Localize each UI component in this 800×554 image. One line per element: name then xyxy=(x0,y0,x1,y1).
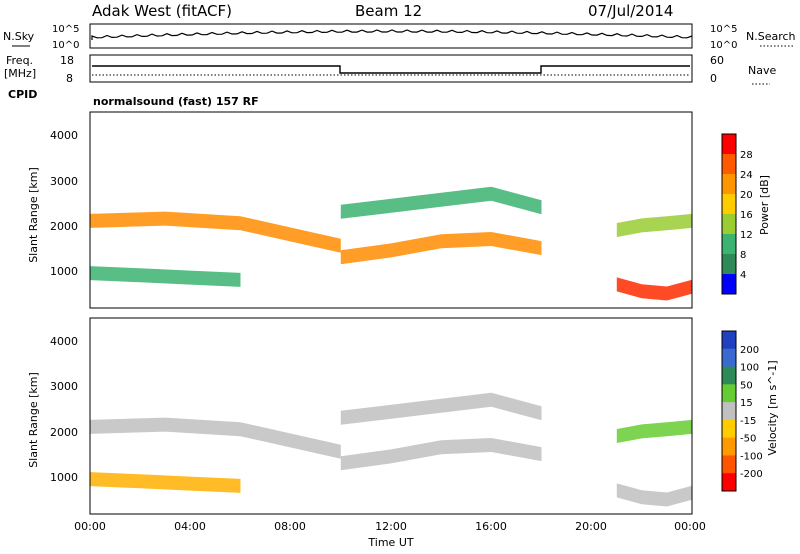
velocity-colorbar-tick: 15 xyxy=(740,398,753,409)
noise-panel: N.Sky 10^5 10^0 10^5 10^0 N.Search xyxy=(3,23,796,51)
power-band xyxy=(616,277,692,301)
velocity-colorbar-swatch xyxy=(722,473,736,492)
cpid-text: normalsound (fast) 157 RF xyxy=(93,95,259,108)
velocity-colorbar-tick: 50 xyxy=(740,380,753,391)
velocity-colorbar-label: Velocity [m s^-1] xyxy=(766,360,779,455)
power-ytick-1000: 1000 xyxy=(50,265,78,278)
freq-label-1: Freq. xyxy=(6,54,33,67)
frequency-panel: Freq. [MHz] 18 8 60 0 Nave CPID normalso… xyxy=(4,54,776,108)
velocity-ytick-4000: 4000 xyxy=(50,335,78,348)
noise-left-label: N.Sky xyxy=(3,30,35,43)
power-band xyxy=(90,266,241,287)
velocity-panel: Slant Range [km] 4000 3000 2000 1000 200… xyxy=(27,317,779,515)
power-ytick-2000: 2000 xyxy=(50,220,78,233)
velocity-colorbar-tick: 100 xyxy=(740,363,759,374)
power-band xyxy=(340,232,542,265)
power-colorbar-swatch xyxy=(722,234,736,255)
velocity-colorbar-swatch xyxy=(722,437,736,456)
x-tick-5: 20:00 xyxy=(575,520,607,533)
velocity-colorbar-swatch xyxy=(722,419,736,439)
velocity-ylabel: Slant Range [km] xyxy=(27,372,40,468)
power-colorbar-swatch xyxy=(722,174,736,195)
power-colorbar-tick: 4 xyxy=(740,270,746,281)
power-colorbar-tick: 12 xyxy=(740,230,753,241)
velocity-colorbar-tick: 200 xyxy=(740,345,759,356)
power-colorbar-swatch xyxy=(722,274,736,295)
beam-label: Beam 12 xyxy=(355,2,422,20)
velocity-band xyxy=(90,417,341,459)
power-colorbar-swatch xyxy=(722,214,736,235)
freq-label-2: [MHz] xyxy=(4,67,36,80)
power-colorbar-swatch xyxy=(722,194,736,215)
velocity-bands xyxy=(90,392,692,507)
noise-right-label: N.Search xyxy=(746,30,796,43)
velocity-colorbar-tick: -100 xyxy=(740,451,763,462)
x-tick-2: 08:00 xyxy=(274,520,306,533)
date-label: 07/Jul/2014 xyxy=(588,2,673,20)
power-colorbar-tick: 28 xyxy=(740,150,753,161)
power-colorbar-tick: 16 xyxy=(740,210,753,221)
frequency-trace xyxy=(92,65,690,74)
power-colorbar: 28 24 20 16 12 8 4 xyxy=(721,133,753,295)
velocity-band xyxy=(90,472,241,493)
velocity-colorbar-tick: -15 xyxy=(740,416,756,427)
x-tick-3: 12:00 xyxy=(375,520,407,533)
velocity-colorbar-swatch xyxy=(722,402,736,421)
nave-tick-bottom: 0 xyxy=(710,72,717,85)
power-band xyxy=(90,211,341,253)
noise-trace xyxy=(91,29,693,40)
power-bands xyxy=(90,186,692,301)
power-colorbar-tick: 20 xyxy=(740,190,753,201)
velocity-band xyxy=(340,438,542,471)
x-tick-1: 04:00 xyxy=(174,520,206,533)
site-title: Adak West (fitACF) xyxy=(92,2,232,20)
velocity-colorbar: 200 100 50 15 -15 -50 -100 -200 xyxy=(721,330,763,492)
velocity-band xyxy=(616,483,692,507)
noise-right-tick-bottom: 10^0 xyxy=(710,40,737,51)
velocity-colorbar-swatch xyxy=(722,331,736,350)
freq-tick-bottom: 8 xyxy=(66,72,73,85)
x-tick-6: 00:00 xyxy=(674,520,706,533)
power-panel: Slant Range [km] 4000 3000 2000 1000 282… xyxy=(27,111,771,309)
velocity-band xyxy=(616,419,692,443)
noise-right-tick-top: 10^5 xyxy=(710,24,737,35)
x-tick-4: 16:00 xyxy=(475,520,507,533)
power-ytick-3000: 3000 xyxy=(50,175,78,188)
power-colorbar-tick: 8 xyxy=(740,250,746,261)
velocity-ytick-2000: 2000 xyxy=(50,426,78,439)
power-colorbar-swatch xyxy=(722,154,736,175)
power-ytick-4000: 4000 xyxy=(50,129,78,142)
velocity-colorbar-swatch xyxy=(722,455,736,474)
velocity-colorbar-tick: -50 xyxy=(740,434,756,445)
velocity-colorbar-swatch xyxy=(722,366,736,385)
power-ylabel: Slant Range [km] xyxy=(27,167,40,263)
power-colorbar-swatch xyxy=(722,254,736,275)
power-band xyxy=(616,213,692,237)
velocity-colorbar-swatch xyxy=(722,384,736,403)
nave-tick-top: 60 xyxy=(710,54,724,67)
velocity-colorbar-swatch xyxy=(722,348,736,368)
x-tick-0: 00:00 xyxy=(74,520,106,533)
noise-left-tick-bottom: 10^0 xyxy=(52,40,79,51)
power-colorbar-label: Power [dB] xyxy=(758,175,771,235)
velocity-colorbar-tick: -200 xyxy=(740,469,763,480)
cpid-label: CPID xyxy=(8,88,37,101)
velocity-ytick-1000: 1000 xyxy=(50,471,78,484)
power-band xyxy=(340,186,542,219)
velocity-ytick-3000: 3000 xyxy=(50,380,78,393)
power-colorbar-tick: 24 xyxy=(740,170,753,181)
nave-label: Nave xyxy=(748,64,776,77)
x-axis-label: Time UT xyxy=(367,536,413,549)
x-axis: 00:00 04:00 08:00 12:00 16:00 20:00 00:0… xyxy=(74,520,706,549)
freq-tick-top: 18 xyxy=(60,54,74,67)
power-colorbar-swatch xyxy=(722,134,736,155)
noise-left-tick-top: 10^5 xyxy=(52,24,79,35)
velocity-band xyxy=(340,392,542,425)
